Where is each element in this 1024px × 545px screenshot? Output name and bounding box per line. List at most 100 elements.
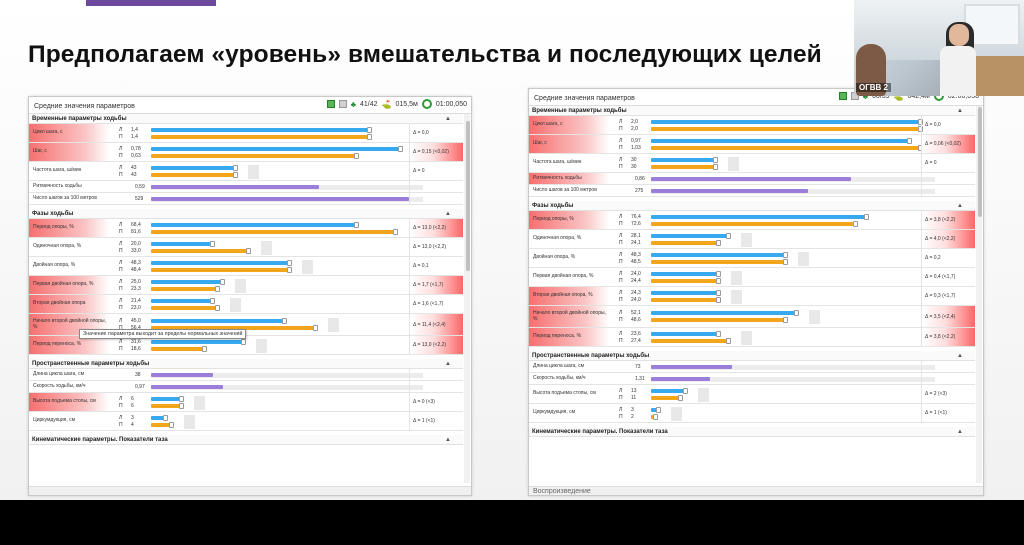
- parameter-name-text: Первая двойная опора, %: [33, 281, 94, 288]
- parameter-row: Первая двойная опора, % Л П 25,0 23,3 Δ = 1,7…: [29, 276, 463, 295]
- collapse-icon[interactable]: ▲: [957, 108, 963, 114]
- section-header[interactable]: Пространственные параметры ходьбы ▲: [529, 351, 975, 361]
- right-bar-handle: [716, 278, 721, 284]
- horizontal-scrollbar[interactable]: Воспроизведение: [529, 486, 983, 495]
- parameter-name-text: Первая двойная опора, %: [533, 273, 594, 280]
- right-value: 4: [131, 422, 134, 428]
- panel-title: Средние значения параметров: [534, 95, 635, 102]
- panel-header: Средние значения параметров ♣ 41/42 ⛳ 015,5м…: [29, 97, 471, 114]
- scrollbar-thumb[interactable]: [978, 107, 982, 217]
- norm-range: [235, 278, 246, 293]
- section-title: Кинематические параметры. Показатели таз…: [532, 429, 668, 435]
- section-header[interactable]: Временные параметры ходьбы ▲: [29, 114, 463, 124]
- right-value: 56,4: [131, 325, 141, 331]
- video-conference-thumbnail[interactable]: [854, 0, 1024, 96]
- parameter-bars: Л П 31,6 18,6: [111, 336, 407, 354]
- norm-range: [731, 289, 742, 304]
- left-label: Л: [619, 233, 623, 239]
- delta-value: Δ = 0,2: [925, 255, 941, 261]
- collapse-icon[interactable]: ▲: [957, 203, 963, 209]
- left-value: 24,3: [631, 290, 641, 296]
- right-leg-bar: [151, 268, 290, 272]
- delta-value: Δ = 0,1: [413, 263, 429, 269]
- left-leg-bar: [151, 261, 290, 265]
- parameter-name-text: Ритмичность ходьбы: [33, 182, 82, 189]
- parameter-name-text: Частота шага, ш/мин: [533, 159, 582, 166]
- right-leg-bar: [651, 318, 786, 322]
- vertical-scrollbar[interactable]: [976, 106, 982, 483]
- norm-range: [302, 259, 313, 274]
- copy-icon[interactable]: [338, 100, 347, 108]
- left-bar-handle: [210, 241, 215, 247]
- right-leg-bar: [151, 135, 370, 139]
- collapse-icon[interactable]: ▲: [957, 429, 963, 435]
- right-bar-handle: [313, 325, 318, 331]
- collapse-icon[interactable]: ▲: [445, 361, 451, 367]
- parameter-row: Одиночная опора, % Л П 28,1 24,1 Δ = 4,0 (<2,…: [529, 230, 975, 249]
- right-label: П: [119, 305, 123, 311]
- right-bar-handle: [853, 221, 858, 227]
- left-bar-handle: [287, 260, 292, 266]
- delta-cell: Δ = 13,0 (<2,2): [409, 238, 463, 256]
- section-header[interactable]: Фазы ходьбы ▲: [529, 201, 975, 211]
- left-label: Л: [119, 222, 123, 228]
- right-bar-handle: [783, 317, 788, 323]
- export-icon[interactable]: [326, 100, 335, 108]
- bar-track: [651, 365, 935, 370]
- parameter-name: Ритмичность ходьбы: [529, 173, 609, 184]
- delta-cell: Δ = 3,8 (<2,2): [921, 211, 975, 229]
- right-value: 11: [631, 395, 637, 401]
- value-bar: [151, 185, 319, 189]
- parameter-bars: 0,86: [611, 173, 935, 184]
- left-bar-handle: [233, 165, 238, 171]
- delta-cell: Δ = 0 (<3): [409, 393, 463, 411]
- panel-body: Временные параметры ходьбы ▲ Цикл шага, с Л…: [529, 106, 975, 483]
- delta-value: Δ = 0,4 (<1,7): [925, 274, 956, 280]
- right-leg-bar: [151, 326, 316, 330]
- parameter-name-text: Двойная опора, %: [33, 262, 76, 269]
- right-label: П: [119, 403, 123, 409]
- section-header[interactable]: Пространственные параметры ходьбы ▲: [29, 359, 463, 369]
- norm-range: [809, 310, 820, 324]
- parameter-row: Число шагов за 100 метров 275: [529, 185, 975, 197]
- norm-range: [798, 251, 809, 266]
- collapse-icon[interactable]: ▲: [957, 353, 963, 359]
- vertical-scrollbar[interactable]: [464, 114, 470, 483]
- right-label: П: [119, 325, 123, 331]
- parameter-row: Период опоры, % Л П 68,4 81,6 Δ = 13,0 (<2,2): [29, 219, 463, 238]
- left-leg-bar: [151, 416, 166, 420]
- collapse-icon[interactable]: ▲: [445, 211, 451, 217]
- parameter-row: Ритмичность ходьбы 0,86: [529, 173, 975, 185]
- panel-title: Средние значения параметров: [34, 103, 135, 110]
- left-label: Л: [619, 214, 623, 220]
- value-bar: [651, 377, 710, 381]
- delta-value: Δ = 0,0: [925, 122, 941, 128]
- delta-value: Δ = 0,15 (<0,02): [413, 149, 449, 155]
- parameter-bars: 38: [111, 369, 423, 380]
- section-header[interactable]: Кинематические параметры. Показатели таз…: [29, 435, 463, 445]
- distance-value: 042,4м: [907, 92, 930, 100]
- collapse-icon[interactable]: ▲: [445, 437, 451, 443]
- section-header[interactable]: Временные параметры ходьбы ▲: [529, 106, 975, 116]
- right-bar-handle: [918, 126, 923, 132]
- left-bar-handle: [907, 138, 912, 144]
- export-icon[interactable]: [838, 92, 847, 100]
- parameter-bars: Л П 20,0 33,0: [111, 238, 407, 256]
- right-value: 1,03: [631, 145, 641, 151]
- collapse-icon[interactable]: ▲: [445, 116, 451, 122]
- bar-track: [651, 377, 935, 382]
- left-leg-bar: [151, 340, 244, 344]
- norm-range: [728, 156, 739, 171]
- section-header[interactable]: Фазы ходьбы ▲: [29, 209, 463, 219]
- right-leg-bar: [151, 423, 172, 427]
- parameter-row: Двойная опора, % Л П 48,3 48,5 Δ = 0,2: [529, 249, 975, 268]
- scrollbar-thumb[interactable]: [466, 121, 470, 271]
- section-header[interactable]: Кинематические параметры. Показатели таз…: [529, 427, 975, 437]
- parameter-row: Частота шага, ш/мин Л П 30 30 Δ = 0: [529, 154, 975, 173]
- parameter-name: Первая двойная опора, %: [29, 276, 109, 294]
- left-label: Л: [619, 271, 623, 277]
- left-label: Л: [119, 165, 123, 171]
- horizontal-scrollbar[interactable]: [29, 486, 471, 495]
- right-leg-bar: [651, 146, 921, 150]
- left-bar-handle: [367, 127, 372, 133]
